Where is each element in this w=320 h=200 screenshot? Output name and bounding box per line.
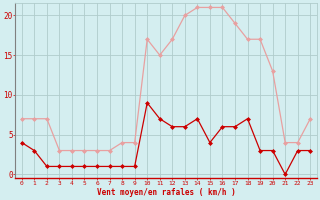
X-axis label: Vent moyen/en rafales ( km/h ): Vent moyen/en rafales ( km/h ) (97, 188, 236, 197)
